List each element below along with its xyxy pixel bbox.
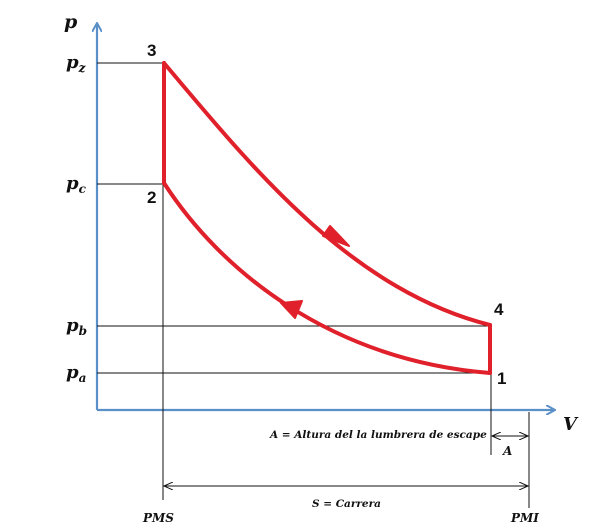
expansion-direction-arrow [322,225,350,247]
pb-label: pb [66,315,87,338]
pc-label: pc [66,173,87,196]
expansion-curve-3-4 [162,61,492,327]
compression-direction-arrow [280,300,303,319]
stroke-definition: S = Carrera [312,498,381,510]
x-axis-label: V [563,414,579,435]
point-2-label: 2 [147,188,156,207]
point-1-label: 1 [497,369,506,388]
point-3-label: 3 [147,41,156,60]
y-axis-label: p [64,11,78,33]
pms-label: PMS [142,511,174,525]
pz-label: pz [66,52,87,75]
compression-curve-1-2 [162,181,492,375]
pmi-label: PMI [510,511,539,525]
pa-label: pa [66,362,86,385]
a-symbol: A [502,444,512,458]
point-4-label: 4 [494,300,504,319]
a-definition: A = Altura del la lumbrera de escape [269,429,487,441]
